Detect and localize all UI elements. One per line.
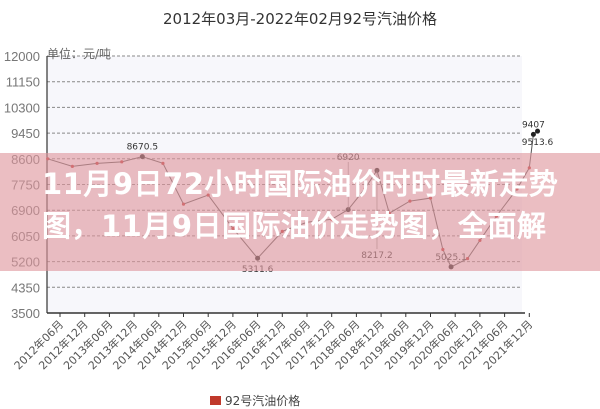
data-point — [530, 131, 536, 137]
legend-swatch — [210, 396, 221, 405]
y-tick-label: 4350 — [11, 280, 40, 295]
unit-label: 单位：元/吨 — [47, 47, 112, 61]
overlay-banner — [0, 153, 600, 271]
y-tick-label: 10300 — [4, 100, 40, 115]
data-label: 9513.6 — [522, 138, 554, 148]
legend-label: 92号汽油价格 — [225, 394, 301, 408]
y-tick-label: 12000 — [4, 49, 40, 64]
data-label: 8670.5 — [127, 143, 159, 153]
chart-title: 2012年03月-2022年02月92号汽油价格 — [162, 10, 438, 28]
legend[interactable]: 92号汽油价格 — [210, 392, 300, 409]
y-tick-label: 11150 — [6, 75, 40, 90]
data-label: 9407 — [522, 120, 545, 130]
y-tick-label: 9450 — [11, 126, 40, 141]
data-point — [535, 128, 541, 134]
y-tick-label: 3500 — [11, 306, 40, 321]
banner-headline: 11月9日72小时国际油价时时最新走势图，11月9日国际油价走势图，全面解 — [42, 167, 559, 243]
